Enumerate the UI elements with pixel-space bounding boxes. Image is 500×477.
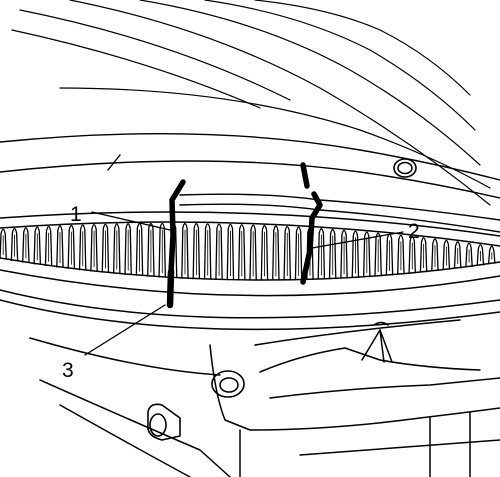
flywheel-face-bands — [0, 132, 500, 233]
alignment-mark-on-ring-gear — [166, 268, 175, 309]
ring-gear-teeth — [0, 222, 496, 281]
callout-3-leader — [84, 304, 166, 356]
callout-labels: 1 2 3 — [62, 203, 420, 382]
housing-bolt-hole — [211, 370, 245, 398]
callout-1-leader — [91, 211, 171, 231]
housing-rib — [361, 321, 393, 363]
flywheel-bolt-hole — [393, 158, 417, 178]
callout-3-label: 3 — [62, 359, 74, 382]
callout-1-label: 1 — [70, 203, 82, 226]
alignment-mark-left — [168, 179, 186, 275]
callout-2-leader — [311, 231, 404, 249]
dowel-pin — [146, 403, 181, 441]
callout-leaders — [84, 211, 404, 356]
transmission-housing — [0, 289, 500, 477]
inner-concentric-arcs — [11, 0, 491, 206]
alignment-mark-right — [300, 162, 323, 285]
callout-2-label: 2 — [408, 220, 420, 243]
